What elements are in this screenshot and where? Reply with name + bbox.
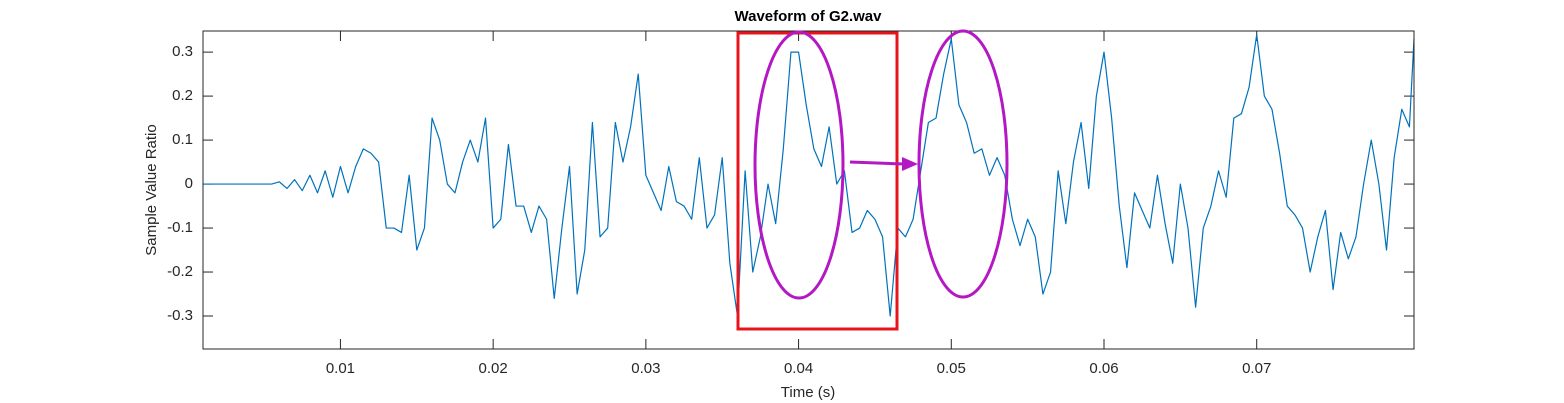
y-tick-label: 0.1 [172,131,193,148]
axes-box [202,30,1415,350]
x-tick-label: 0.02 [479,360,508,377]
y-tick-label: -0.3 [167,307,193,324]
y-tick-label: -0.2 [167,263,193,280]
x-tick-label: 0.01 [326,360,355,377]
arrow-head [902,157,918,171]
x-tick-label: 0.07 [1242,360,1271,377]
x-tick-label: 0.06 [1089,360,1118,377]
plot-area: 0.01 0.02 0.03 0.04 0.05 0.06 0.07 -0.3 -0.2 -0.1… [167,31,1415,377]
x-axis-label: Time (s) [781,384,835,401]
x-tick-label: 0.03 [631,360,660,377]
chart-title: Waveform of G2.wav [735,8,883,25]
y-tick-label: 0.3 [172,43,193,60]
x-tick-label: 0.05 [937,360,966,377]
highlight-ellipse [753,30,845,300]
highlight-box [736,31,899,331]
y-tick-label: 0.2 [172,87,193,104]
y-tick-label: 0 [185,175,193,192]
arrow-shaft [849,160,905,166]
highlight-ellipse [917,29,1009,299]
y-axis-label: Sample Value Ratio [143,124,160,255]
y-tick-label: -0.1 [167,219,193,236]
x-tick-label: 0.04 [784,360,813,377]
waveform-line [203,33,1415,317]
